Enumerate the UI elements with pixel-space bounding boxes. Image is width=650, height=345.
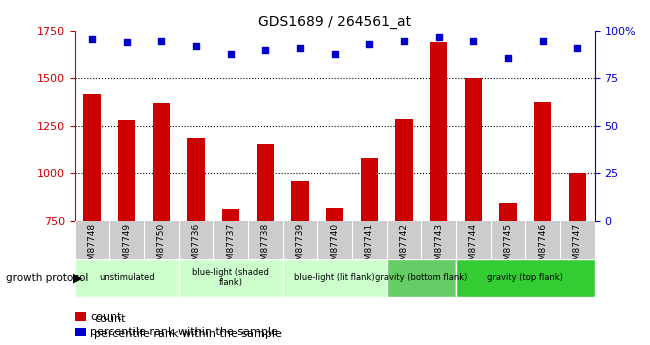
Bar	[257, 144, 274, 221]
Text: count: count	[90, 312, 122, 322]
Text: unstimulated: unstimulated	[99, 273, 155, 282]
Bar	[75, 312, 86, 321]
Text: GSM87736: GSM87736	[192, 223, 201, 272]
Text: blue-light (shaded
flank): blue-light (shaded flank)	[192, 268, 269, 287]
Bar	[179, 259, 283, 297]
Text: GSM87739: GSM87739	[296, 223, 305, 272]
Text: GSM87740: GSM87740	[330, 223, 339, 272]
Bar	[361, 158, 378, 221]
Text: percentile rank within the sample: percentile rank within the sample	[90, 327, 278, 337]
Text: GSM87743: GSM87743	[434, 223, 443, 272]
Bar	[283, 259, 387, 297]
Bar	[534, 102, 551, 221]
Point	[503, 55, 514, 60]
Text: GSM87737: GSM87737	[226, 223, 235, 272]
Point	[399, 38, 410, 43]
Text: blue-light (lit flank): blue-light (lit flank)	[294, 273, 375, 282]
Text: growth protocol: growth protocol	[6, 273, 89, 283]
Bar	[395, 119, 413, 221]
Text: percentile rank within the sample: percentile rank within the sample	[94, 329, 282, 339]
Text: GSM87738: GSM87738	[261, 223, 270, 272]
Title: GDS1689 / 264561_at: GDS1689 / 264561_at	[258, 14, 411, 29]
Text: gravity (bottom flank): gravity (bottom flank)	[375, 273, 467, 282]
Bar	[75, 328, 86, 336]
Text: GSM87744: GSM87744	[469, 223, 478, 272]
Text: GSM87748: GSM87748	[88, 223, 97, 272]
Bar	[326, 208, 343, 221]
Text: GSM87742: GSM87742	[400, 223, 409, 272]
Bar	[569, 173, 586, 221]
Text: count: count	[94, 314, 125, 324]
Text: GSM87749: GSM87749	[122, 223, 131, 272]
Text: GSM87741: GSM87741	[365, 223, 374, 272]
Point	[538, 38, 548, 43]
Bar	[75, 259, 179, 297]
Point	[434, 34, 444, 40]
Point	[87, 36, 98, 41]
Point	[330, 51, 340, 57]
Point	[122, 40, 132, 45]
Text: gravity (top flank): gravity (top flank)	[488, 273, 564, 282]
Text: GSM87747: GSM87747	[573, 223, 582, 272]
Bar	[83, 94, 101, 221]
Point	[364, 41, 374, 47]
Point	[156, 38, 166, 43]
Point	[191, 43, 202, 49]
Point	[260, 47, 270, 53]
Bar	[153, 103, 170, 221]
Bar	[465, 79, 482, 221]
Bar	[456, 259, 595, 297]
Point	[295, 46, 306, 51]
Bar	[387, 259, 456, 297]
Text: ▶: ▶	[73, 271, 83, 284]
Text: GSM87750: GSM87750	[157, 223, 166, 272]
Bar	[222, 209, 239, 221]
Bar	[187, 138, 205, 221]
Bar	[430, 42, 447, 221]
Text: GSM87746: GSM87746	[538, 223, 547, 272]
Text: GSM87745: GSM87745	[504, 223, 513, 272]
Point	[226, 51, 236, 57]
Bar	[291, 181, 309, 221]
Bar	[499, 203, 517, 221]
Point	[572, 46, 582, 51]
Bar	[118, 120, 135, 221]
Point	[468, 38, 478, 43]
